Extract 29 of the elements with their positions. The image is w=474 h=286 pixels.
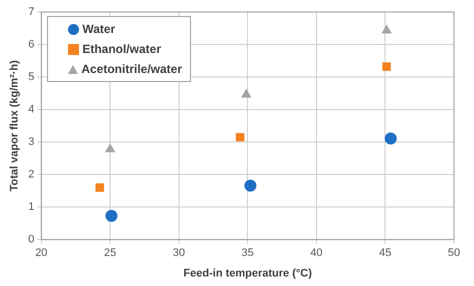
y-axis-title: Total vapor flux (kg/m²·h) (8, 60, 21, 192)
x-tick-label: 45 (379, 247, 392, 260)
point (381, 24, 392, 34)
y-tick-label: 7 (28, 6, 34, 18)
point (236, 132, 244, 142)
y-tick-label: 5 (28, 71, 34, 84)
x-tick-label: 35 (242, 247, 254, 260)
point (104, 143, 116, 152)
y-tick-label: 6 (28, 38, 34, 51)
x-tick-label: 25 (104, 247, 116, 260)
y-tick-label: 2 (28, 168, 34, 181)
x-axis-title: Feed-in temperature (°C) (183, 267, 312, 280)
legend-label: Water (82, 22, 116, 36)
y-tick-label: 4 (28, 104, 34, 116)
point (96, 183, 104, 192)
point (105, 210, 118, 222)
x-tick-label: 30 (172, 247, 186, 260)
point (382, 62, 391, 71)
y-tick-label: 3 (28, 136, 34, 148)
y-tick-label: 0 (28, 234, 34, 246)
point (241, 88, 252, 98)
point (244, 180, 256, 192)
y-tick-label: 1 (28, 201, 34, 214)
legend-label: Ethanol/water (82, 42, 161, 56)
x-tick-label: 20 (35, 247, 48, 260)
x-tick-label: 40 (310, 247, 323, 260)
x-tick-label: 50 (448, 247, 460, 260)
legend-label: Acetonitrile/water (81, 62, 182, 76)
point (384, 132, 397, 144)
